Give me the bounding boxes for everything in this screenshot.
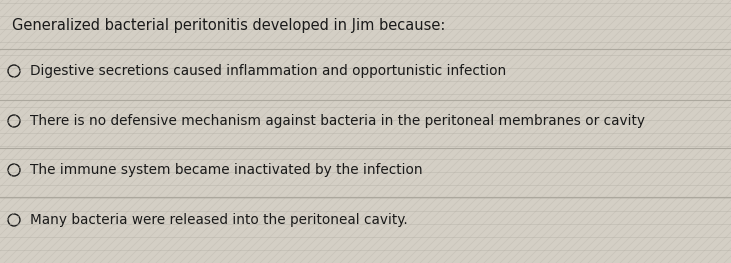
Text: There is no defensive mechanism against bacteria in the peritoneal membranes or : There is no defensive mechanism against … [30,114,645,128]
Text: Many bacteria were released into the peritoneal cavity.: Many bacteria were released into the per… [30,213,408,227]
Text: Digestive secretions caused inflammation and opportunistic infection: Digestive secretions caused inflammation… [30,64,507,78]
Text: The immune system became inactivated by the infection: The immune system became inactivated by … [30,163,423,177]
Text: Generalized bacterial peritonitis developed in Jim because:: Generalized bacterial peritonitis develo… [12,18,445,33]
